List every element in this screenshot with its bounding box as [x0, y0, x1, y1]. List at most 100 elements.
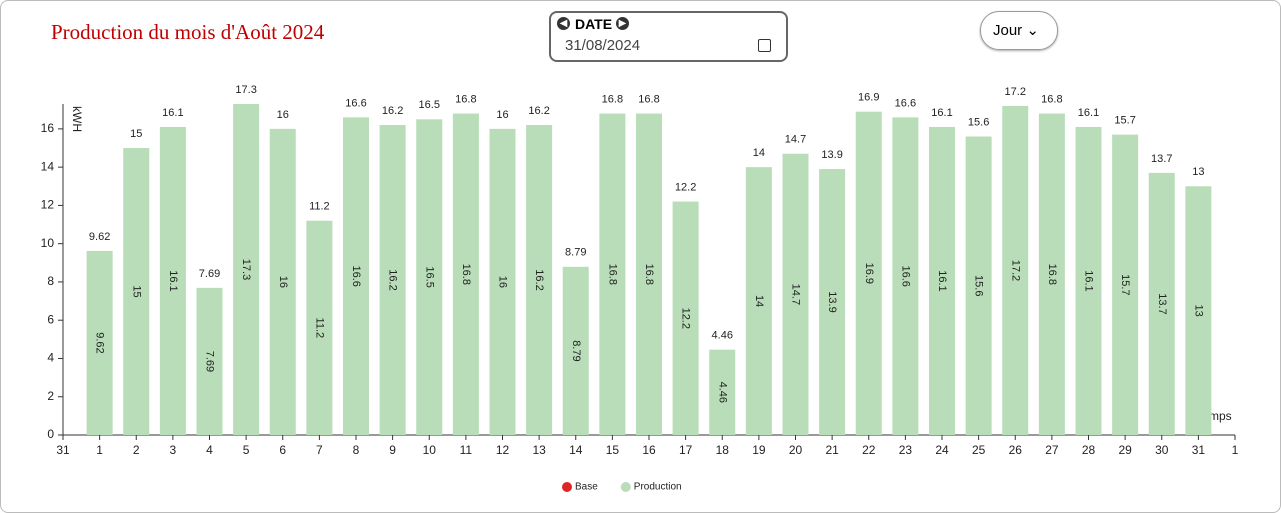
value-label: 17.2	[1005, 86, 1026, 98]
inner-value-label: 4.46	[716, 382, 728, 403]
value-label: 16.2	[382, 105, 403, 117]
bar	[819, 169, 846, 436]
inner-value-label: 14.7	[790, 284, 802, 305]
bar	[1112, 134, 1139, 435]
y-tick-label: 16	[41, 121, 55, 135]
x-tick-label: 26	[1009, 443, 1023, 457]
bar	[379, 125, 406, 436]
value-label: 16.8	[455, 93, 476, 105]
inner-value-label: 13.9	[826, 291, 838, 312]
date-value: 31/08/2024	[565, 37, 641, 54]
date-picker[interactable]: ◀ DATE ▶ 31/08/2024	[549, 11, 788, 62]
bar	[159, 126, 186, 435]
inner-value-label: 15	[130, 285, 142, 297]
y-tick-label: 12	[41, 198, 55, 212]
x-tick-label: 18	[716, 443, 730, 457]
inner-value-label: 14	[753, 295, 765, 307]
value-label: 15.6	[968, 116, 989, 128]
y-tick-label: 10	[41, 236, 55, 250]
y-axis-label: kWH	[70, 106, 84, 132]
inner-value-label: 17.3	[240, 259, 252, 280]
x-tick-label: 19	[752, 443, 766, 457]
bar	[855, 111, 882, 436]
legend-swatch	[620, 482, 631, 492]
x-tick-label: 13	[532, 443, 546, 457]
x-tick-label: 1	[96, 443, 103, 457]
x-tick-label: 14	[569, 443, 583, 457]
next-button[interactable]: ▶	[616, 17, 629, 30]
value-label: 16.1	[931, 107, 952, 119]
bar	[416, 119, 443, 435]
y-tick-label: 2	[47, 389, 54, 403]
chart-title: Production du mois d'Août 2024	[51, 20, 325, 44]
value-label: 16.1	[1078, 107, 1099, 119]
value-label: 4.46	[712, 330, 733, 342]
inner-value-label: 7.69	[204, 351, 216, 372]
period-select[interactable]: Jour ⌄	[980, 11, 1058, 50]
bar	[343, 117, 369, 435]
value-label: 16.6	[895, 97, 916, 109]
value-label: 8.79	[565, 247, 586, 259]
bar	[636, 113, 662, 436]
bar	[526, 125, 553, 436]
value-label: 11.2	[309, 201, 330, 213]
x-tick-label: 31	[1192, 443, 1206, 457]
x-tick-label: 6	[279, 443, 286, 457]
inner-value-label: 16.6	[350, 265, 362, 286]
value-label: 13.9	[821, 149, 842, 161]
y-tick-label: 8	[47, 274, 54, 288]
value-label: 16.8	[602, 93, 623, 105]
x-tick-label: 31	[56, 443, 70, 457]
bar	[269, 128, 296, 435]
value-label: 12.2	[675, 181, 696, 193]
prev-button[interactable]: ◀	[557, 17, 570, 30]
x-tick-label: 27	[1045, 443, 1059, 457]
bar	[562, 266, 589, 435]
calendar-icon[interactable]	[758, 39, 771, 52]
x-tick-label: 3	[170, 443, 177, 457]
bar	[965, 136, 992, 436]
inner-value-label: 16	[497, 276, 509, 288]
value-label: 15.7	[1114, 115, 1135, 127]
inner-value-label: 16	[277, 276, 289, 288]
y-tick-label: 4	[47, 351, 54, 365]
inner-value-label: 16.1	[936, 270, 948, 291]
bar	[672, 201, 699, 435]
value-label: 16.5	[419, 99, 440, 111]
inner-value-label: 16.8	[643, 264, 655, 285]
value-label: 9.62	[89, 231, 110, 243]
inner-value-label: 16.9	[863, 263, 875, 284]
period-text: Jour	[993, 22, 1023, 39]
legend-label: Base	[575, 482, 598, 493]
x-tick-label: 5	[243, 443, 250, 457]
value-label: 14	[753, 147, 765, 159]
x-tick-label: 21	[825, 443, 839, 457]
value-label: 17.3	[235, 84, 256, 96]
value-label: 16.1	[162, 107, 183, 119]
inner-value-label: 17.2	[1009, 260, 1021, 281]
value-label: 15	[130, 128, 142, 140]
x-tick-label: 2	[133, 443, 140, 457]
x-tick-label: 22	[862, 443, 876, 457]
x-tick-label: 9	[389, 443, 396, 457]
bar	[782, 153, 809, 435]
x-tick-label: 10	[423, 443, 437, 457]
date-label: DATE	[575, 16, 613, 32]
x-tick-label: 4	[206, 443, 213, 457]
x-tick-label: 25	[972, 443, 986, 457]
bar	[1038, 113, 1065, 436]
value-label: 13.7	[1151, 153, 1172, 165]
bar	[233, 104, 260, 435]
inner-value-label: 12.2	[680, 308, 692, 329]
bar	[892, 117, 919, 435]
legend-label: Production	[634, 482, 682, 493]
inner-value-label: 16.2	[387, 269, 399, 290]
x-tick-label: 12	[496, 443, 510, 457]
legend-swatch	[562, 482, 572, 492]
bar	[489, 128, 516, 435]
inner-value-label: 11.2	[313, 318, 325, 339]
bar	[709, 349, 736, 435]
value-label: 16	[277, 109, 289, 121]
